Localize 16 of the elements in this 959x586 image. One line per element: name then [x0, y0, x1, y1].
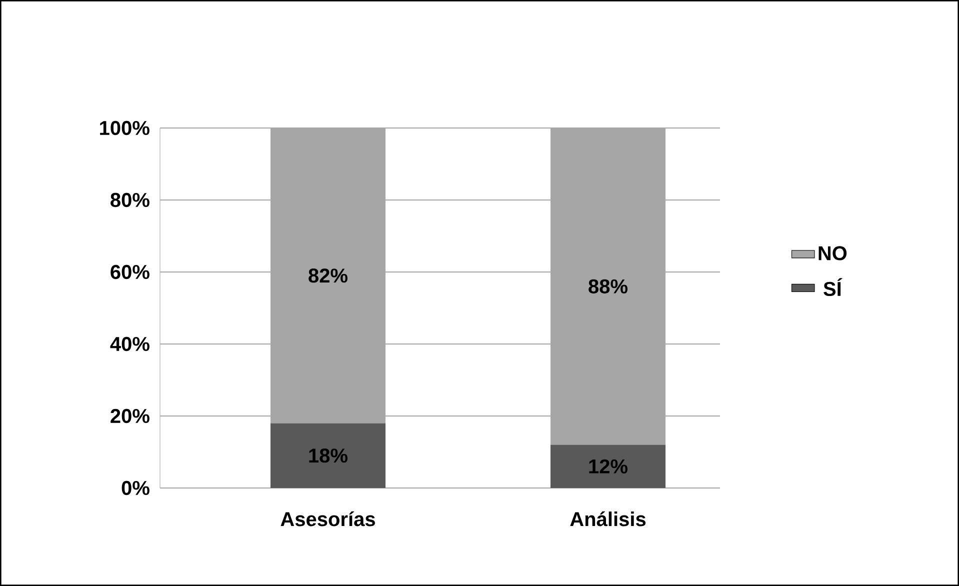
data-label: 12%: [589, 459, 628, 474]
data-label: 18%: [309, 448, 348, 463]
y-tick-label: 20%: [110, 408, 150, 424]
bar: [270, 423, 386, 488]
y-tick-label: 60%: [110, 264, 150, 280]
bar: [550, 444, 666, 488]
y-tick-label: 0%: [122, 480, 150, 496]
data-label: 82%: [308, 268, 348, 283]
legend-label: NO: [818, 246, 847, 260]
x-tick-label: Análisis: [570, 511, 646, 526]
x-tick-label: Asesorías: [280, 511, 375, 526]
y-tick-label: 100%: [100, 120, 150, 136]
data-label: 88%: [588, 279, 628, 294]
legend-label: SÍ: [824, 278, 842, 296]
y-tick-label: 40%: [110, 336, 150, 352]
y-tick-label: 80%: [110, 192, 150, 208]
